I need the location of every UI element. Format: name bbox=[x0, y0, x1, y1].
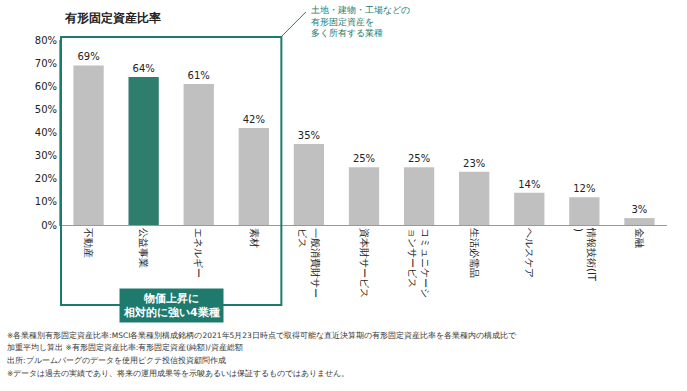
svg-text:素材: 素材 bbox=[249, 228, 260, 248]
svg-text:42%: 42% bbox=[243, 114, 265, 125]
svg-text:40%: 40% bbox=[35, 127, 57, 138]
svg-text:35%: 35% bbox=[298, 130, 320, 141]
svg-text:コミュニケーションサービス: コミュニケーションサービス bbox=[407, 228, 431, 298]
svg-text:25%: 25% bbox=[353, 153, 375, 164]
svg-text:加重平均し算出 ※有形固定資産比率:有形固定資産(純額)/資: 加重平均し算出 ※有形固定資産比率:有形固定資産(純額)/資産総額 bbox=[7, 343, 243, 352]
svg-text:一般消費財サービス: 一般消費財サービス bbox=[297, 228, 321, 298]
svg-text:生活必需品: 生活必需品 bbox=[469, 228, 480, 278]
svg-text:出所:ブルームバーグのデータを使用ピクテ投信投資顧問作成: 出所:ブルームバーグのデータを使用ピクテ投信投資顧問作成 bbox=[7, 356, 226, 365]
svg-text:0%: 0% bbox=[41, 220, 57, 231]
svg-text:ヘルスケア: ヘルスケア bbox=[524, 228, 535, 278]
svg-text:情報技術(IT): 情報技術(IT) bbox=[573, 227, 597, 282]
svg-text:有形固定資産比率: 有形固定資産比率 bbox=[64, 11, 161, 25]
svg-text:10%: 10% bbox=[35, 196, 57, 207]
svg-text:61%: 61% bbox=[188, 70, 210, 81]
svg-text:※データは過去の実績であり、将来の運用成果等を示唆あるいは保: ※データは過去の実績であり、将来の運用成果等を示唆あるいは保証するものではありま… bbox=[7, 369, 349, 378]
svg-text:20%: 20% bbox=[35, 173, 57, 184]
svg-text:14%: 14% bbox=[518, 179, 540, 190]
svg-text:土地・建物・工場などの有形固定資産を多く所有する業種: 土地・建物・工場などの有形固定資産を多く所有する業種 bbox=[311, 5, 410, 38]
svg-text:物価上昇に相対的に強い4業種: 物価上昇に相対的に強い4業種 bbox=[123, 292, 220, 319]
svg-text:60%: 60% bbox=[35, 81, 57, 92]
svg-text:25%: 25% bbox=[408, 153, 430, 164]
svg-text:12%: 12% bbox=[573, 183, 595, 194]
svg-text:不動産: 不動産 bbox=[83, 228, 94, 258]
svg-text:金融: 金融 bbox=[634, 228, 645, 248]
svg-text:64%: 64% bbox=[133, 63, 155, 74]
svg-text:エネルギー: エネルギー bbox=[193, 228, 204, 278]
svg-text:※各業種別有形固定資産比率:MSCI各業種別構成銘柄の202: ※各業種別有形固定資産比率:MSCI各業種別構成銘柄の2021年5月23日時点で… bbox=[7, 331, 517, 340]
svg-text:50%: 50% bbox=[35, 104, 57, 115]
svg-text:30%: 30% bbox=[35, 150, 57, 161]
svg-text:69%: 69% bbox=[77, 51, 99, 62]
svg-text:資本財サービス: 資本財サービス bbox=[359, 228, 370, 298]
svg-text:3%: 3% bbox=[632, 204, 648, 215]
svg-text:70%: 70% bbox=[35, 58, 57, 69]
svg-text:23%: 23% bbox=[463, 158, 485, 169]
svg-text:公益事業: 公益事業 bbox=[138, 228, 149, 268]
svg-text:80%: 80% bbox=[35, 35, 57, 46]
